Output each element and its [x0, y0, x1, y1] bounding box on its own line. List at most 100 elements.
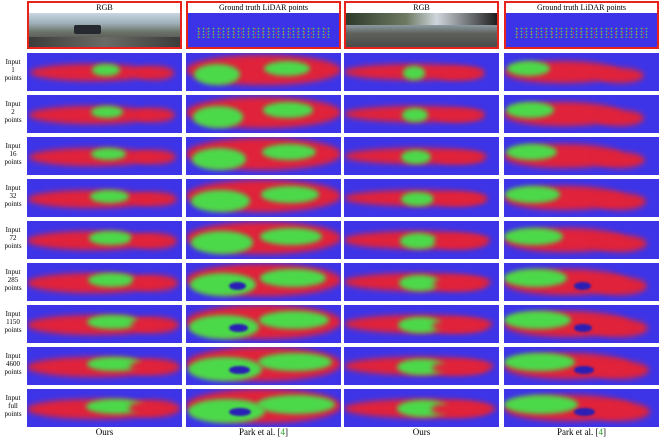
row-label-line2: 4600 [6, 360, 20, 368]
citation-link[interactable]: 4 [280, 427, 285, 437]
depth-region [504, 269, 567, 287]
depth-region [134, 108, 176, 122]
depth-region [131, 275, 179, 291]
row-label-line1: Input [5, 184, 21, 192]
depth-region [130, 316, 179, 334]
header-label: RGB [413, 3, 430, 12]
row-label-line3: points [4, 326, 22, 334]
header-panel-3: RGB [344, 1, 499, 49]
depth-map-row9-col1 [27, 389, 182, 427]
depth-region [188, 356, 262, 381]
lidar-points [195, 26, 332, 39]
depth-map-row1-col4 [504, 53, 659, 91]
column-caption-1: Ours [27, 427, 182, 438]
row-label: Input full points [0, 394, 26, 418]
row-label-line1: Input [5, 58, 21, 66]
row-label-line2: 32 [9, 192, 17, 200]
depth-hole [229, 408, 252, 417]
depth-region [260, 227, 323, 245]
header-panel-4: Ground truth LiDAR points [504, 1, 659, 49]
depth-map-row9-col3 [344, 389, 499, 427]
depth-map-row8-col1 [27, 347, 182, 385]
depth-map-row7-col3 [344, 305, 499, 343]
depth-region [399, 233, 437, 249]
depth-map-row1-col2 [186, 53, 341, 91]
depth-region [398, 316, 444, 334]
depth-region [437, 68, 484, 80]
depth-region [591, 360, 649, 380]
depth-region [402, 66, 425, 80]
depth-region [192, 106, 244, 128]
caption-close: ] [602, 427, 606, 437]
depth-region [595, 151, 646, 168]
depth-map-row2-col4 [504, 95, 659, 133]
depth-region [189, 314, 259, 339]
depth-map-row6-col4 [504, 263, 659, 301]
rgb-image [346, 13, 497, 47]
row-label-line1: Input [5, 310, 21, 318]
column-caption-4: Park et al. [4] [504, 427, 659, 438]
depth-map-row4-col4 [504, 179, 659, 217]
depth-map-row2-col1 [27, 95, 182, 133]
row-label: Input 2 points [0, 100, 26, 124]
row-label-line2: 1 [11, 66, 15, 74]
row-label-line1: Input [5, 352, 21, 360]
depth-region [192, 147, 247, 170]
depth-map-row3-col3 [344, 137, 499, 175]
row-label-line3: points [4, 242, 22, 250]
depth-region [430, 402, 490, 418]
depth-map-row9-col2 [186, 389, 341, 427]
depth-map-row6-col1 [27, 263, 182, 301]
depth-region [263, 60, 310, 76]
row-label-line2: 72 [9, 234, 17, 242]
header-panel-1: RGB [27, 1, 182, 49]
depth-region [258, 352, 332, 372]
depth-map-row5-col4 [504, 221, 659, 259]
depth-map-row7-col4 [504, 305, 659, 343]
depth-region [504, 227, 563, 245]
citation-link[interactable]: 4 [598, 427, 603, 437]
depth-region [432, 318, 489, 334]
depth-region [504, 185, 560, 203]
header-label: Ground truth LiDAR points [218, 3, 309, 12]
depth-region [135, 66, 175, 80]
depth-hole [573, 282, 591, 291]
depth-region [434, 193, 486, 207]
row-label: Input 4600 points [0, 352, 26, 376]
lidar-points [513, 26, 650, 39]
depth-region [593, 277, 648, 295]
row-label: Input 1 points [0, 58, 26, 82]
row-label-line2: 1150 [6, 318, 20, 326]
depth-map-row1-col1 [27, 53, 182, 91]
depth-region [91, 106, 124, 119]
depth-map-row6-col3 [344, 263, 499, 301]
row-label-line3: points [4, 74, 22, 82]
column-caption-3: Ours [344, 427, 499, 438]
lidar-points-image [506, 13, 657, 47]
row-label-line2: 285 [7, 276, 19, 284]
row-label: Input 16 points [0, 142, 26, 166]
depth-map-row5-col2 [186, 221, 341, 259]
caption-text: Park et al. [ [557, 427, 599, 437]
depth-hole [573, 408, 596, 417]
depth-map-row9-col4 [504, 389, 659, 427]
depth-region [88, 273, 136, 287]
depth-map-row8-col4 [504, 347, 659, 385]
header-label: RGB [96, 3, 113, 12]
depth-hole [573, 324, 593, 333]
depth-region [133, 191, 177, 207]
caption-text: Park et al. [ [239, 427, 281, 437]
row-label-line1: Input [5, 268, 21, 276]
depth-map-row3-col4 [504, 137, 659, 175]
column-caption-2: Park et al. [4] [186, 427, 341, 438]
depth-map-row7-col1 [27, 305, 182, 343]
row-label-line2: full [8, 402, 18, 410]
depth-region [596, 109, 645, 126]
depth-map-row5-col3 [344, 221, 499, 259]
depth-region [507, 60, 551, 76]
depth-region [89, 231, 133, 245]
depth-region [193, 64, 241, 86]
depth-hole [229, 324, 248, 333]
depth-region [435, 151, 486, 165]
